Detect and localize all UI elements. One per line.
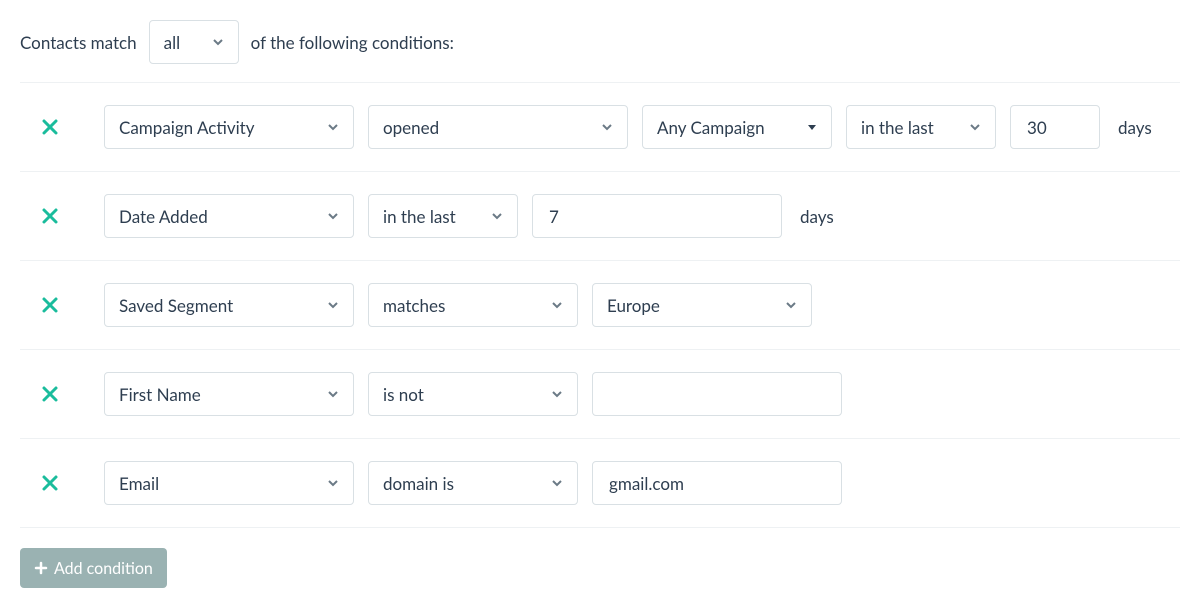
- value-input[interactable]: [532, 194, 782, 238]
- chevron-down-icon: [491, 210, 503, 222]
- value-input[interactable]: [592, 461, 842, 505]
- value-field[interactable]: [607, 383, 827, 406]
- match-header: Contacts match all of the following cond…: [20, 20, 1180, 82]
- match-prefix: Contacts match: [20, 32, 137, 53]
- field-select[interactable]: Saved Segment: [104, 283, 354, 327]
- chevron-down-icon: [327, 477, 339, 489]
- condition-row: Date Added in the last days: [20, 171, 1180, 260]
- campaign-label: Any Campaign: [657, 117, 797, 138]
- remove-condition-button[interactable]: [30, 118, 70, 136]
- field-label: Date Added: [119, 206, 317, 227]
- chevron-down-icon: [969, 121, 981, 133]
- footer: Add condition: [20, 527, 1180, 588]
- remove-condition-button[interactable]: [30, 296, 70, 314]
- plus-icon: [34, 561, 48, 575]
- close-icon: [41, 207, 59, 225]
- caret-down-icon: [807, 122, 817, 132]
- chevron-down-icon: [327, 121, 339, 133]
- chevron-down-icon: [551, 388, 563, 400]
- match-mode-select[interactable]: all: [149, 20, 239, 64]
- close-icon: [41, 118, 59, 136]
- value-field[interactable]: [547, 205, 767, 228]
- operator-select[interactable]: in the last: [368, 194, 518, 238]
- field-select[interactable]: Campaign Activity: [104, 105, 354, 149]
- chevron-down-icon: [551, 299, 563, 311]
- condition-row: Email domain is: [20, 438, 1180, 527]
- chevron-down-icon: [785, 299, 797, 311]
- field-label: Email: [119, 473, 317, 494]
- field-select[interactable]: Date Added: [104, 194, 354, 238]
- operator-select[interactable]: matches: [368, 283, 578, 327]
- operator-label: matches: [383, 295, 541, 316]
- operator-label: is not: [383, 384, 541, 405]
- time-value-field[interactable]: [1025, 116, 1085, 139]
- value-field[interactable]: [607, 472, 827, 495]
- remove-condition-button[interactable]: [30, 385, 70, 403]
- campaign-dropdown[interactable]: Any Campaign: [642, 105, 832, 149]
- field-select[interactable]: First Name: [104, 372, 354, 416]
- add-condition-button[interactable]: Add condition: [20, 548, 167, 588]
- condition-row: First Name is not: [20, 349, 1180, 438]
- field-select[interactable]: Email: [104, 461, 354, 505]
- field-label: Saved Segment: [119, 295, 317, 316]
- chevron-down-icon: [327, 299, 339, 311]
- chevron-down-icon: [212, 36, 224, 48]
- time-unit-label: days: [1118, 117, 1152, 138]
- remove-condition-button[interactable]: [30, 474, 70, 492]
- unit-label: days: [800, 206, 834, 227]
- match-mode-label: all: [164, 32, 202, 53]
- operator-select[interactable]: opened: [368, 105, 628, 149]
- remove-condition-button[interactable]: [30, 207, 70, 225]
- operator-select[interactable]: is not: [368, 372, 578, 416]
- close-icon: [41, 296, 59, 314]
- close-icon: [41, 385, 59, 403]
- operator-label: in the last: [383, 206, 481, 227]
- operator-label: opened: [383, 117, 591, 138]
- match-suffix: of the following conditions:: [251, 32, 454, 53]
- chevron-down-icon: [601, 121, 613, 133]
- condition-row: Campaign Activity opened Any Campaign in…: [20, 82, 1180, 171]
- operator-select[interactable]: domain is: [368, 461, 578, 505]
- time-value-input[interactable]: [1010, 105, 1100, 149]
- value-input[interactable]: [592, 372, 842, 416]
- close-icon: [41, 474, 59, 492]
- chevron-down-icon: [327, 210, 339, 222]
- time-operator-select[interactable]: in the last: [846, 105, 996, 149]
- add-condition-label: Add condition: [54, 559, 153, 578]
- operator-label: domain is: [383, 473, 541, 494]
- value-select[interactable]: Europe: [592, 283, 812, 327]
- field-label: First Name: [119, 384, 317, 405]
- chevron-down-icon: [327, 388, 339, 400]
- chevron-down-icon: [551, 477, 563, 489]
- condition-row: Saved Segment matches Europe: [20, 260, 1180, 349]
- time-operator-label: in the last: [861, 117, 959, 138]
- value-label: Europe: [607, 295, 775, 316]
- field-label: Campaign Activity: [119, 117, 317, 138]
